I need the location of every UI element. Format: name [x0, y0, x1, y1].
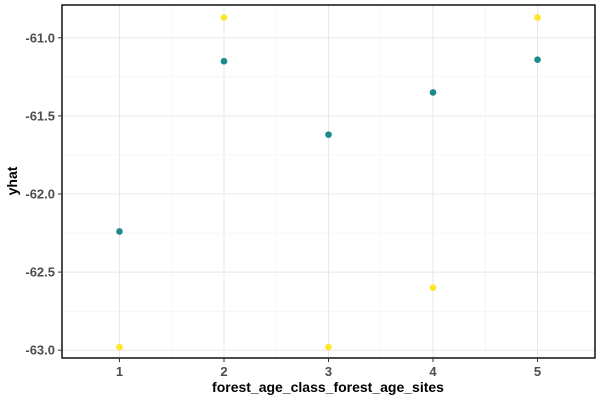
y-axis-title: yhat	[4, 166, 20, 195]
x-tick-label: 2	[220, 364, 227, 379]
x-tick-label: 3	[325, 364, 332, 379]
x-tick-label: 1	[116, 364, 123, 379]
x-axis: 1 2 3 4 5	[116, 358, 541, 379]
y-tick-label: -63.0	[25, 343, 55, 358]
data-point	[116, 228, 123, 235]
data-point	[325, 343, 332, 351]
data-point	[220, 14, 228, 21]
y-tick-label: -61.0	[25, 30, 55, 45]
y-tick-label: -62.5	[25, 265, 55, 280]
data-point	[116, 343, 123, 351]
x-tick-label: 5	[534, 364, 541, 379]
data-points	[116, 14, 541, 351]
data-point	[429, 89, 437, 96]
y-tick-label: -61.5	[25, 108, 55, 123]
y-axis: -63.0 -62.5 -62.0 -61.5 -61.0	[25, 30, 62, 358]
x-axis-title: forest_age_class_forest_age_sites	[212, 379, 444, 395]
data-point	[534, 14, 541, 21]
data-point	[220, 57, 228, 65]
y-tick-label: -62.0	[25, 186, 55, 201]
x-tick-label: 4	[429, 364, 437, 379]
data-point	[534, 56, 541, 63]
data-point	[325, 131, 332, 138]
data-point	[429, 284, 437, 292]
